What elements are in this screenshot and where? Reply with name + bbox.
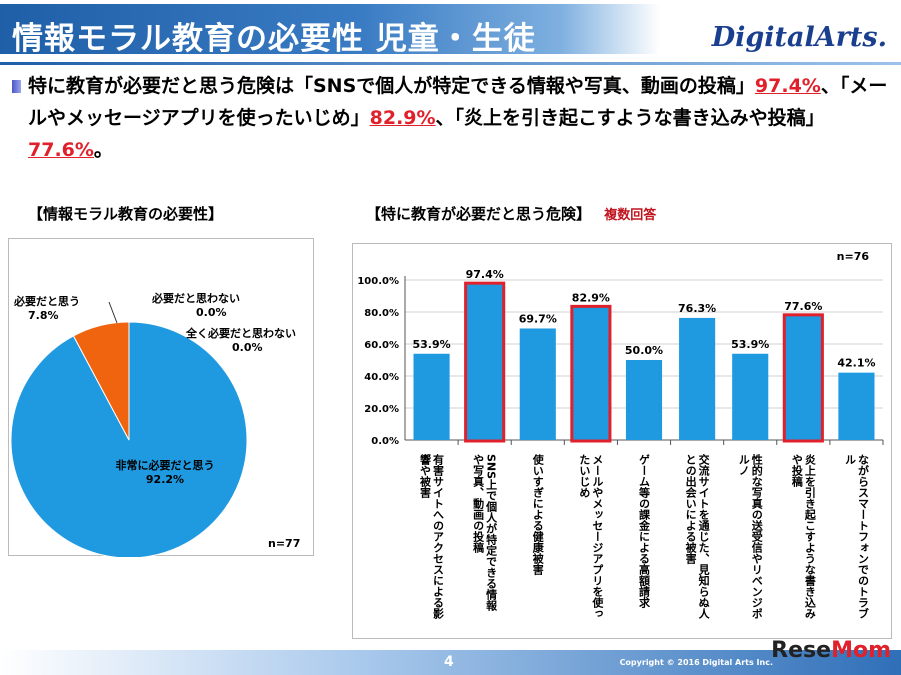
pie-n-label: n=77 bbox=[268, 537, 301, 550]
bar-highlight-7 bbox=[782, 313, 824, 443]
bar-6 bbox=[732, 353, 769, 440]
svg-text:メールやメッセージアプリを使っ: メールやメッセージアプリを使っ bbox=[591, 454, 605, 619]
bar-value-label: 69.7% bbox=[519, 312, 557, 325]
y-tick-label: 40.0% bbox=[364, 372, 399, 383]
bar-5 bbox=[679, 317, 716, 440]
svg-text:ゲーム等の課金による高額請求: ゲーム等の課金による高額請求 bbox=[638, 453, 652, 609]
y-tick-label: 20.0% bbox=[364, 404, 399, 415]
bar-0 bbox=[413, 353, 450, 440]
svg-text:響や被害: 響や被害 bbox=[419, 453, 432, 499]
pie-label-very-necessary-name: 非常に必要だと思う bbox=[115, 459, 215, 472]
summary-part-1: 特に教育が必要だと思う危険は「SNSで個人が特定できる情報や写真、動画の投稿」 bbox=[28, 75, 755, 97]
pie-label-necessary-name: 必要だと思う bbox=[14, 295, 80, 308]
header-divider bbox=[0, 62, 901, 65]
svg-text:ル: ル bbox=[843, 454, 856, 465]
pie-chart bbox=[10, 301, 248, 559]
bar-3 bbox=[572, 307, 609, 440]
svg-text:ながらスマートフォンでのトラブ: ながらスマートフォンでのトラブ bbox=[856, 454, 869, 619]
summary-value-1: 97.4% bbox=[754, 75, 821, 97]
svg-text:との出会いによる被害: との出会いによる被害 bbox=[684, 454, 697, 565]
pie-slice-1 bbox=[72, 321, 130, 441]
summary-part-2: 、「メールやメッセージアプリを使ったいじめ」 bbox=[28, 75, 888, 129]
bar-highlight-1 bbox=[464, 281, 506, 443]
page-number: 4 bbox=[444, 654, 454, 670]
x-category-label: 使いすぎによる健康被害 bbox=[531, 453, 545, 576]
x-category-label: 炎上を引き起こすような書き込みや投稿 bbox=[790, 454, 817, 620]
bar-n-label: n=76 bbox=[837, 250, 870, 263]
svg-text:たいじめ: たいじめ bbox=[578, 454, 591, 498]
pie-label-very-necessary: 非常に必要だと思う 92.2% bbox=[110, 459, 220, 487]
bar-1 bbox=[466, 284, 503, 440]
copyright-text: Copyright © 2016 Digital Arts Inc. bbox=[619, 658, 773, 667]
watermark-part-b: Mom bbox=[831, 638, 891, 663]
y-tick-label: 0.0% bbox=[371, 436, 399, 447]
bar-highlight-3 bbox=[570, 304, 612, 443]
bar-section-title: 【特に教育が必要だと思う危険】 複数回答 bbox=[366, 203, 656, 224]
svg-text:ルノ: ルノ bbox=[737, 454, 750, 476]
bullet-icon bbox=[12, 80, 21, 93]
resemom-watermark: ReseMom bbox=[771, 638, 891, 663]
bar-value-label: 50.0% bbox=[625, 344, 663, 357]
summary-part-3: 、「炎上を引き起こすような書き込みや投稿」 bbox=[435, 107, 825, 129]
multiple-answer-note: 複数回答 bbox=[604, 208, 657, 223]
bar-chart: n=76 0.0% 20.0% 40.0% 60.0% 80.0% 100.0% 53.9% 有… bbox=[357, 250, 884, 620]
svg-text:性的な写真の送受信やリベンジポ: 性的な写真の送受信やリベンジポ bbox=[750, 453, 764, 619]
y-tick-label: 80.0% bbox=[364, 308, 399, 319]
pie-label-not-at-all: 全く必要だと思わない 0.0% bbox=[186, 327, 296, 355]
svg-text:炎上を引き起こすような書き込み: 炎上を引き起こすような書き込み bbox=[803, 454, 817, 620]
svg-text:使いすぎによる健康被害: 使いすぎによる健康被害 bbox=[531, 453, 545, 576]
bar-section-title-text: 【特に教育が必要だと思う危険】 bbox=[366, 205, 592, 223]
page-title: 情報モラル教育の必要性 児童・生徒 bbox=[12, 21, 536, 57]
svg-text:SNS上で個人が特定できる情報: SNS上で個人が特定できる情報 bbox=[485, 454, 499, 612]
pie-section-title: 【情報モラル教育の必要性】 bbox=[28, 205, 224, 223]
bar-value-label: 53.9% bbox=[731, 338, 769, 351]
company-logo: DigitalArts. bbox=[711, 22, 887, 53]
footer-bar bbox=[0, 650, 901, 675]
header: 情報モラル教育の必要性 児童・生徒 DigitalArts. bbox=[0, 0, 901, 62]
y-tick-label: 100.0% bbox=[357, 276, 399, 287]
bar-7 bbox=[785, 315, 822, 440]
pie-label-very-necessary-value: 92.2% bbox=[145, 473, 185, 486]
summary-value-3: 77.6% bbox=[28, 139, 94, 161]
bar-4 bbox=[625, 360, 663, 440]
svg-text:や投稿: や投稿 bbox=[790, 454, 803, 488]
pie-label-not-at-all-name: 全く必要だと思わない bbox=[186, 327, 296, 340]
bar-value-label: 77.6% bbox=[784, 300, 822, 313]
svg-text:有害サイトへのアクセスによる影: 有害サイトへのアクセスによる影 bbox=[432, 453, 445, 620]
svg-text:や写真、動画の投稿: や写真、動画の投稿 bbox=[472, 454, 485, 554]
pie-label-unnecessary-name: 必要だと思わない bbox=[152, 292, 240, 305]
bar-value-label: 42.1% bbox=[837, 357, 875, 370]
bar-2 bbox=[519, 328, 556, 440]
summary-text: 特に教育が必要だと思う危険は「SNSで個人が特定できる情報や写真、動画の投稿」9… bbox=[28, 70, 888, 166]
y-tick-label: 60.0% bbox=[364, 340, 399, 351]
pie-label-unnecessary-value: 0.0% bbox=[196, 306, 227, 319]
pie-label-unnecessary: 必要だと思わない 0.0% bbox=[152, 292, 240, 320]
summary-part-4: 。 bbox=[93, 139, 113, 161]
x-category-label: メールやメッセージアプリを使ったいじめ bbox=[578, 454, 605, 619]
bar-value-label: 82.9% bbox=[572, 291, 610, 304]
pie-label-necessary: 必要だと思う 7.8% bbox=[14, 295, 80, 323]
pie-label-not-at-all-value: 0.0% bbox=[232, 341, 263, 354]
pie-leader-line bbox=[108, 301, 118, 324]
bar-8 bbox=[838, 372, 875, 440]
summary-value-2: 82.9% bbox=[369, 107, 436, 129]
bar-value-label: 97.4% bbox=[466, 268, 504, 281]
pie-label-necessary-value: 7.8% bbox=[28, 309, 59, 322]
title-bar: 情報モラル教育の必要性 児童・生徒 bbox=[0, 4, 660, 57]
watermark-part-a: Rese bbox=[771, 638, 832, 663]
svg-text:交流サイトを通じた、見知らぬ人: 交流サイトを通じた、見知らぬ人 bbox=[697, 453, 711, 619]
pie-chart-panel bbox=[8, 238, 314, 559]
bar-value-label: 53.9% bbox=[412, 338, 450, 351]
bar-value-label: 76.3% bbox=[678, 302, 716, 315]
bar-chart-panel: n=76 0.0% 20.0% 40.0% 60.0% 80.0% 100.0% 53.9% 有… bbox=[352, 243, 892, 639]
x-category-label: ゲーム等の課金による高額請求 bbox=[638, 453, 652, 609]
